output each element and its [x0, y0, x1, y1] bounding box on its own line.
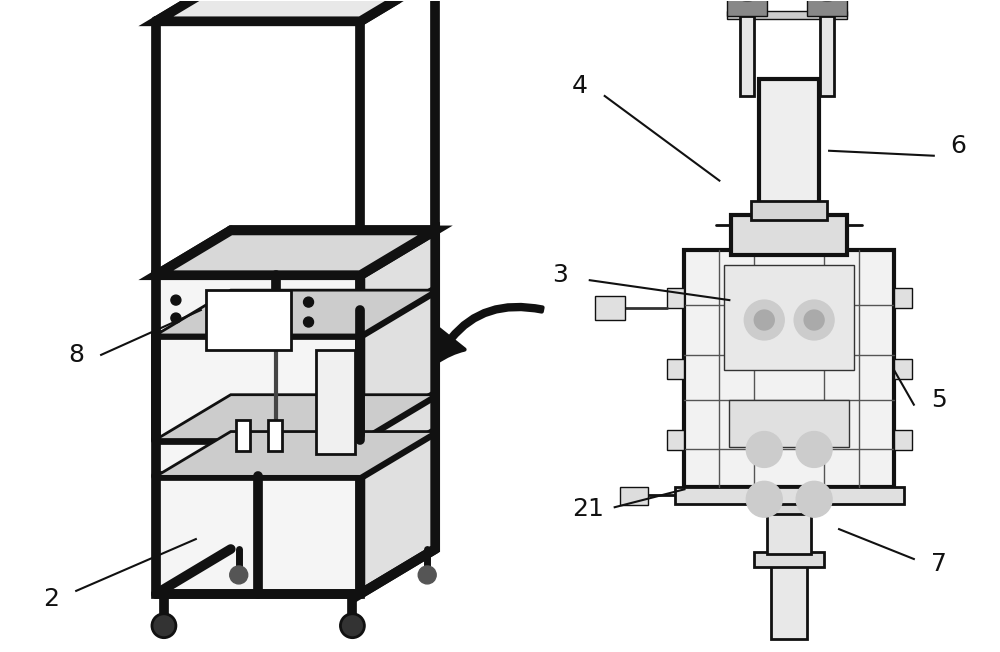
Text: 21: 21 — [572, 497, 604, 521]
Bar — [894, 359, 912, 379]
Circle shape — [230, 566, 248, 584]
Bar — [894, 288, 912, 308]
Circle shape — [796, 481, 832, 517]
Circle shape — [804, 310, 824, 330]
Polygon shape — [156, 432, 435, 477]
Bar — [751, 201, 827, 220]
Text: 3: 3 — [552, 263, 568, 288]
Text: 2: 2 — [43, 587, 59, 611]
Circle shape — [754, 310, 774, 330]
Bar — [684, 250, 894, 487]
Bar — [206, 290, 291, 350]
Circle shape — [746, 432, 782, 467]
Text: 5: 5 — [931, 388, 947, 411]
Bar — [675, 487, 904, 504]
Circle shape — [796, 432, 832, 467]
Circle shape — [171, 295, 181, 305]
Bar — [667, 288, 684, 308]
Bar — [667, 430, 684, 450]
Bar — [740, 16, 754, 96]
Text: 4: 4 — [572, 74, 588, 98]
Bar — [236, 420, 250, 451]
Circle shape — [304, 317, 314, 327]
Bar — [820, 16, 834, 96]
Bar — [727, 11, 847, 20]
Circle shape — [304, 297, 314, 307]
Polygon shape — [156, 394, 435, 439]
Bar — [268, 420, 282, 451]
Circle shape — [735, 0, 759, 1]
Bar — [894, 430, 912, 450]
Bar — [754, 552, 824, 567]
Circle shape — [340, 614, 364, 638]
Circle shape — [794, 300, 834, 340]
Bar — [767, 509, 811, 554]
Polygon shape — [156, 0, 435, 22]
Circle shape — [152, 614, 176, 638]
Bar — [727, 0, 767, 16]
Bar — [771, 564, 807, 639]
Text: 7: 7 — [931, 552, 947, 576]
Polygon shape — [156, 275, 360, 594]
Polygon shape — [156, 230, 435, 275]
Bar — [807, 0, 847, 16]
Bar — [729, 400, 849, 447]
Text: 8: 8 — [68, 343, 84, 367]
Bar — [731, 215, 847, 256]
Bar — [759, 499, 819, 514]
Bar — [316, 350, 355, 454]
Text: 6: 6 — [951, 134, 967, 158]
Circle shape — [744, 300, 784, 340]
Polygon shape — [156, 290, 435, 335]
Bar — [667, 359, 684, 379]
Circle shape — [815, 0, 839, 1]
Bar — [724, 265, 854, 370]
FancyArrowPatch shape — [436, 305, 543, 363]
Bar — [620, 487, 648, 505]
Bar — [595, 296, 625, 320]
Circle shape — [171, 313, 181, 323]
Bar — [759, 79, 819, 218]
Circle shape — [746, 481, 782, 517]
Circle shape — [418, 566, 436, 584]
Polygon shape — [360, 230, 435, 594]
